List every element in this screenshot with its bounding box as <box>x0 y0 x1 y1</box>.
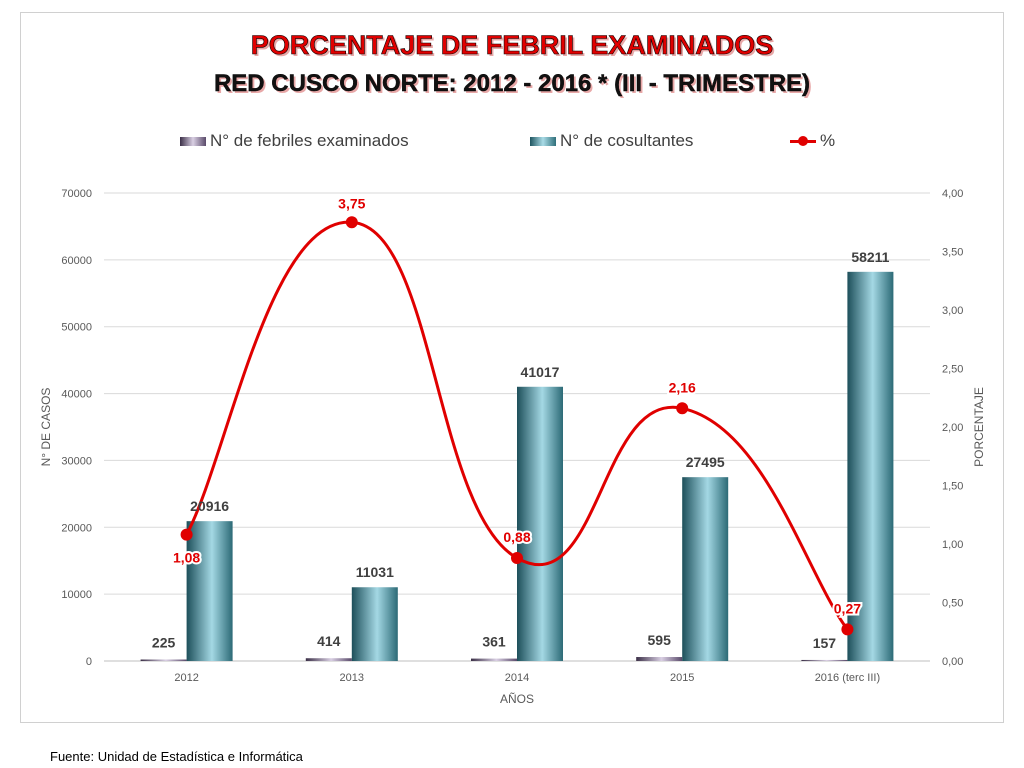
bar-febriles <box>471 658 517 661</box>
percent-point <box>511 552 523 565</box>
percent-point <box>676 402 689 415</box>
source-note: Fuente: Unidad de Estadística e Informát… <box>50 749 303 764</box>
y2-tick-label: 1,00 <box>942 539 963 551</box>
legend-item-febriles: N° de febriles examinados <box>180 130 409 152</box>
percent-series-line <box>185 220 849 631</box>
y-tick-label: 30000 <box>61 455 92 467</box>
data-label-febriles: 361 <box>482 634 506 650</box>
bar-cosultantes <box>847 271 894 661</box>
percent-line <box>180 216 854 636</box>
x-tick-label: 2016 (terc III) <box>815 672 880 684</box>
percent-point <box>180 528 193 541</box>
data-label-cosultantes: 20916 <box>190 498 229 514</box>
legend-swatch-febriles <box>180 136 206 146</box>
y2-axis-title: PORCENTAJE <box>972 387 986 467</box>
data-label-cosultantes: 11031 <box>356 564 394 580</box>
y2-tick-label: 1,50 <box>942 481 963 493</box>
data-label-febriles: 414 <box>317 633 341 649</box>
y-tick-label: 20000 <box>61 522 92 534</box>
y2-tick-label: 0,00 <box>942 656 963 668</box>
data-label-febriles: 225 <box>152 634 176 650</box>
y-tick-label: 60000 <box>61 255 92 267</box>
bar-febriles <box>801 659 848 661</box>
x-tick-label: 2012 <box>174 672 198 684</box>
y-tick-label: 70000 <box>61 188 92 200</box>
y2-tick-label: 3,00 <box>942 305 963 317</box>
data-label-cosultantes: 58211 <box>851 249 889 265</box>
y2-tick-label: 4,00 <box>942 188 963 200</box>
bar-febriles <box>305 658 352 661</box>
percent-point <box>345 216 358 229</box>
legend-swatch-percent <box>790 135 816 146</box>
y2-tick-label: 2,00 <box>942 422 963 434</box>
legend-swatch-cosultantes <box>530 136 556 146</box>
y2-tick-label: 3,50 <box>942 247 963 259</box>
y-tick-label: 50000 <box>61 322 92 334</box>
y-axis-title: N° DE CASOS <box>39 388 53 467</box>
legend-label-percent: % <box>820 131 836 150</box>
data-label-febriles: 595 <box>648 632 672 648</box>
y-tick-label: 40000 <box>61 389 92 401</box>
y2-tick-label: 0,50 <box>942 598 963 610</box>
chart-title: PORCENTAJE DE FEBRIL EXAMINADOS <box>250 30 774 61</box>
percent-point <box>841 623 854 636</box>
y2-tick-label: 2,50 <box>942 364 963 376</box>
chart-frame <box>20 12 1004 723</box>
data-labels: 225 20916 414 11031 361 41017 595 27495 157 58211… <box>152 193 890 651</box>
bar-cosultantes <box>517 386 563 661</box>
data-label-cosultantes: 41017 <box>521 364 560 380</box>
data-label-percent: 0,88 <box>503 529 530 545</box>
bar-cosultantes <box>682 477 729 661</box>
bars <box>140 271 894 661</box>
bar-febriles <box>140 659 187 661</box>
axes: 0 10000 20000 30000 40000 50000 60000 70000 0,00… <box>39 188 986 706</box>
data-label-percent: 0,27 <box>834 600 861 616</box>
data-label-percent: 3,75 <box>338 195 365 211</box>
x-tick-label: 2014 <box>505 672 529 684</box>
legend-label-cosultantes: N° de cosultantes <box>560 131 694 150</box>
bar-cosultantes <box>186 521 233 661</box>
y-tick-label: 10000 <box>61 589 92 601</box>
bar-febriles <box>636 657 683 661</box>
data-label-febriles: 157 <box>813 635 837 651</box>
x-tick-label: 2015 <box>670 672 694 684</box>
data-label-cosultantes: 27495 <box>686 454 725 470</box>
x-axis-title: AÑOS <box>500 692 534 706</box>
x-tick-label: 2013 <box>340 672 364 684</box>
legend-item-percent: % <box>790 130 835 152</box>
data-label-percent: 2,16 <box>669 379 696 395</box>
bar-cosultantes <box>351 587 398 661</box>
legend-item-cosultantes: N° de cosultantes <box>530 130 693 152</box>
chart-subtitle: RED CUSCO NORTE: 2012 - 2016 * (III - TR… <box>213 70 811 97</box>
y-tick-label: 0 <box>86 656 92 668</box>
legend-label-febriles: N° de febriles examinados <box>210 131 409 150</box>
data-label-percent: 1,08 <box>173 550 200 566</box>
